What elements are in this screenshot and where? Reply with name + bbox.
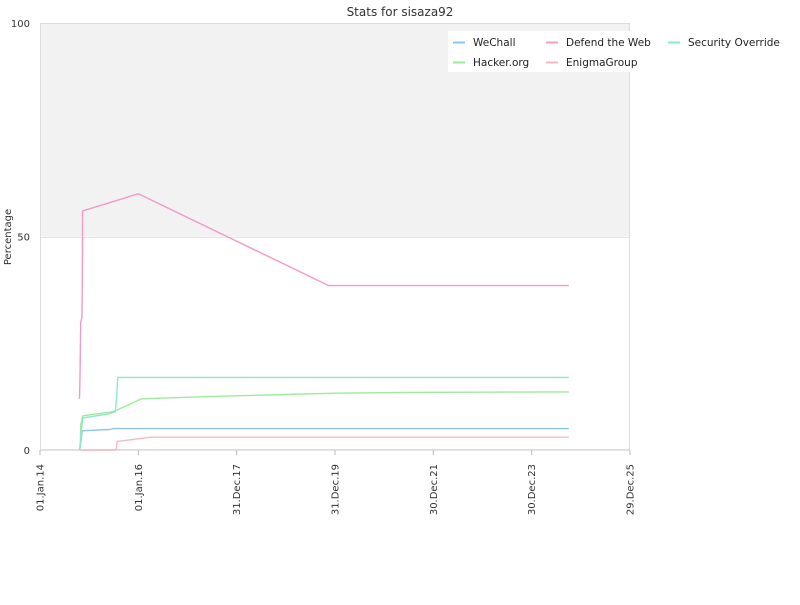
legend-label-hacker-org: Hacker.org xyxy=(473,57,529,69)
x-tick-label: 31.Dec.19 xyxy=(331,464,342,515)
plot-border xyxy=(40,23,630,450)
x-tick-label: 30.Dec.21 xyxy=(429,464,440,515)
plot-area xyxy=(40,23,630,451)
y-axis-label: Percentage xyxy=(3,209,14,265)
y-tick-label: 100 xyxy=(11,19,30,30)
x-tick-label: 29.Dec.25 xyxy=(626,464,637,515)
legend-label-security-override: Security Override xyxy=(688,37,780,49)
series-line-hacker-org xyxy=(78,391,569,451)
legend-background xyxy=(448,31,784,72)
series-line-defend-the-web xyxy=(78,193,569,399)
chart-title: Stats for sisaza92 xyxy=(347,5,454,19)
x-tick-label: 30.Dec.23 xyxy=(527,464,538,515)
x-tick-label: 01.Jan.16 xyxy=(134,464,145,511)
x-tick-label: 31.Dec.17 xyxy=(232,464,243,515)
legend-label-defend-the-web: Defend the Web xyxy=(566,37,651,49)
x-tick-label: 01.Jan.14 xyxy=(36,464,47,511)
series-line-security-override xyxy=(78,376,569,451)
legend-label-enigmagroup: EnigmaGroup xyxy=(566,57,638,69)
series-lines xyxy=(78,193,569,451)
series-line-enigmagroup xyxy=(79,436,569,451)
y-axis: 0 50 100 xyxy=(11,19,30,457)
y-tick-label: 0 xyxy=(24,446,30,457)
legend-label-wechall: WeChall xyxy=(473,37,515,49)
legend: WeChall Hacker.org Defend the Web EnigmaGro… xyxy=(448,31,784,72)
x-axis: 01.Jan.14 01.Jan.16 31.Dec.17 31.Dec.19 30.D… xyxy=(36,450,637,515)
y-tick-label: 50 xyxy=(17,233,30,244)
